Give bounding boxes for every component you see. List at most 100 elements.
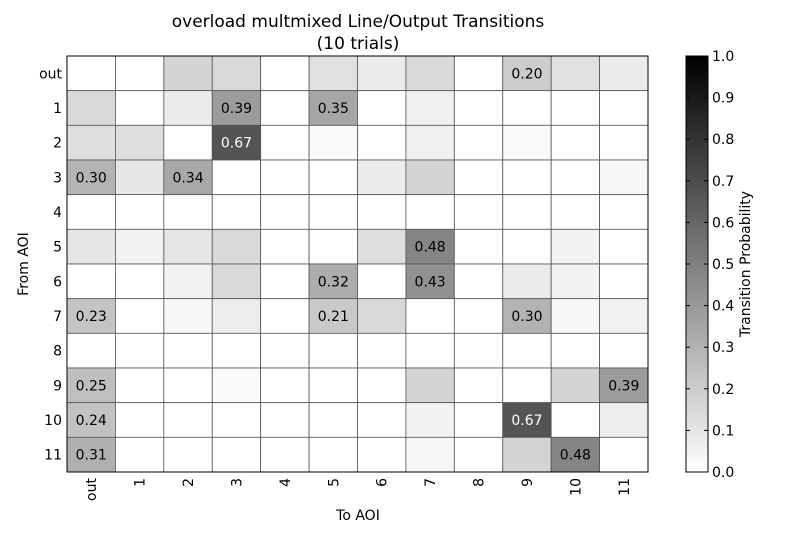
heatmap-cell [66,228,116,265]
x-tick-label: 6 [375,478,391,487]
heatmap-cell [502,55,552,92]
y-tick-label: 5 [53,240,62,256]
y-tick-label: 3 [53,170,62,186]
heatmap-cell [163,332,213,369]
heatmap-cell [550,194,600,230]
cell-value-label: 0.35 [318,101,349,117]
heatmap-cell [260,228,310,265]
x-tick-label: 8 [472,478,488,487]
heatmap-cell [115,159,165,196]
heatmap-cell [357,90,407,126]
heatmap-cell [115,90,165,126]
heatmap-cell [550,436,600,473]
heatmap-cell [260,436,310,473]
heatmap-cell [211,332,262,369]
heatmap-cell [453,228,504,265]
y-tick-label: 9 [53,378,62,394]
x-tick-label: 7 [423,478,439,487]
y-tick-label: 11 [44,448,62,464]
cell-value-label: 0.31 [76,448,107,464]
heatmap-cell [115,436,165,473]
heatmap-cell [357,298,407,334]
heatmap-cell [405,55,455,92]
cell-value-label: 0.32 [318,274,349,290]
heatmap-cell [357,194,407,230]
heatmap-cell [66,124,116,161]
heatmap-cell [308,194,358,230]
colorbar-tick-label: 0.6 [712,215,734,231]
heatmap-cell [260,298,310,334]
heatmap-cell [550,124,600,161]
heatmap-cell [66,55,116,92]
heatmap-cell [550,402,600,438]
heatmap-cell [550,90,600,126]
cell-value-label: 0.25 [76,378,107,394]
heatmap-cell [260,194,310,230]
cell-value-label: 0.39 [608,378,639,394]
heatmap-cell [453,298,504,334]
heatmap-cell [550,228,600,265]
heatmap-cell [502,194,552,230]
heatmap-cell [211,263,262,300]
x-tick-label: 9 [520,478,536,487]
colorbar-tick-label: 0.9 [712,91,734,107]
cell-value-label: 0.30 [511,309,542,325]
heatmap-cells: 0.20 0.39 0.35 0.67 0.30 0.34 0.48 0.32 0.43 0.23… [66,55,649,473]
heatmap-cell [260,159,310,196]
heatmap-cell [405,124,455,161]
heatmap-cell [211,298,262,334]
x-tick-labels: out 1 2 3 4 5 6 7 8 9 10 11 [84,477,633,500]
heatmap-cell [260,55,310,92]
cell-value-label: 0.20 [511,66,542,82]
heatmap-cell [163,436,213,473]
heatmap-cell [260,90,310,126]
heatmap-cell [599,298,649,334]
heatmap-cell [260,124,310,161]
heatmap-cell [163,55,213,92]
heatmap-cell [66,90,116,126]
heatmap-cell [502,367,552,404]
heatmap-cell [211,159,262,196]
heatmap-cell [453,194,504,230]
heatmap-cell [260,402,310,438]
heatmap-cell [211,367,262,404]
cell-value-label: 0.34 [172,170,203,186]
heatmap-cell [357,367,407,404]
y-tick-label: 1 [53,101,62,117]
heatmap-cell [211,194,262,230]
heatmap-cell [599,436,649,473]
y-tick-label: 2 [53,136,62,152]
heatmap-cell [599,402,649,438]
cell-value-label: 0.48 [415,240,446,256]
heatmap-cell [163,159,213,196]
heatmap-cell [308,332,358,369]
heatmap-cell [357,228,407,265]
heatmap-cell [502,228,552,265]
colorbar-tick-label: 0.3 [712,340,734,356]
x-tick-label: 10 [568,478,584,496]
heatmap-cell [502,90,552,126]
cell-value-label: 0.39 [221,101,252,117]
heatmap-cell [453,55,504,92]
x-axis-label: To AOI [335,508,380,524]
heatmap-cell [405,436,455,473]
heatmap-cell [308,228,358,265]
heatmap-cell [405,332,455,369]
heatmap-cell [453,263,504,300]
heatmap-cell [599,90,649,126]
heatmap-cell [260,367,310,404]
colorbar-tick-label: 0.1 [712,423,734,439]
heatmap-cell [357,436,407,473]
y-tick-label: 10 [44,413,62,429]
heatmap-cell [550,332,600,369]
heatmap-cell [502,402,552,438]
heatmap-cell [308,263,358,300]
heatmap-cell [405,159,455,196]
cell-value-label: 0.48 [560,448,591,464]
heatmap-cell [405,90,455,126]
heatmap-cell [211,402,262,438]
y-axis-label: From AOI [16,232,32,296]
heatmap-cell [357,124,407,161]
heatmap-cell [66,298,116,334]
heatmap-cell [211,55,262,92]
